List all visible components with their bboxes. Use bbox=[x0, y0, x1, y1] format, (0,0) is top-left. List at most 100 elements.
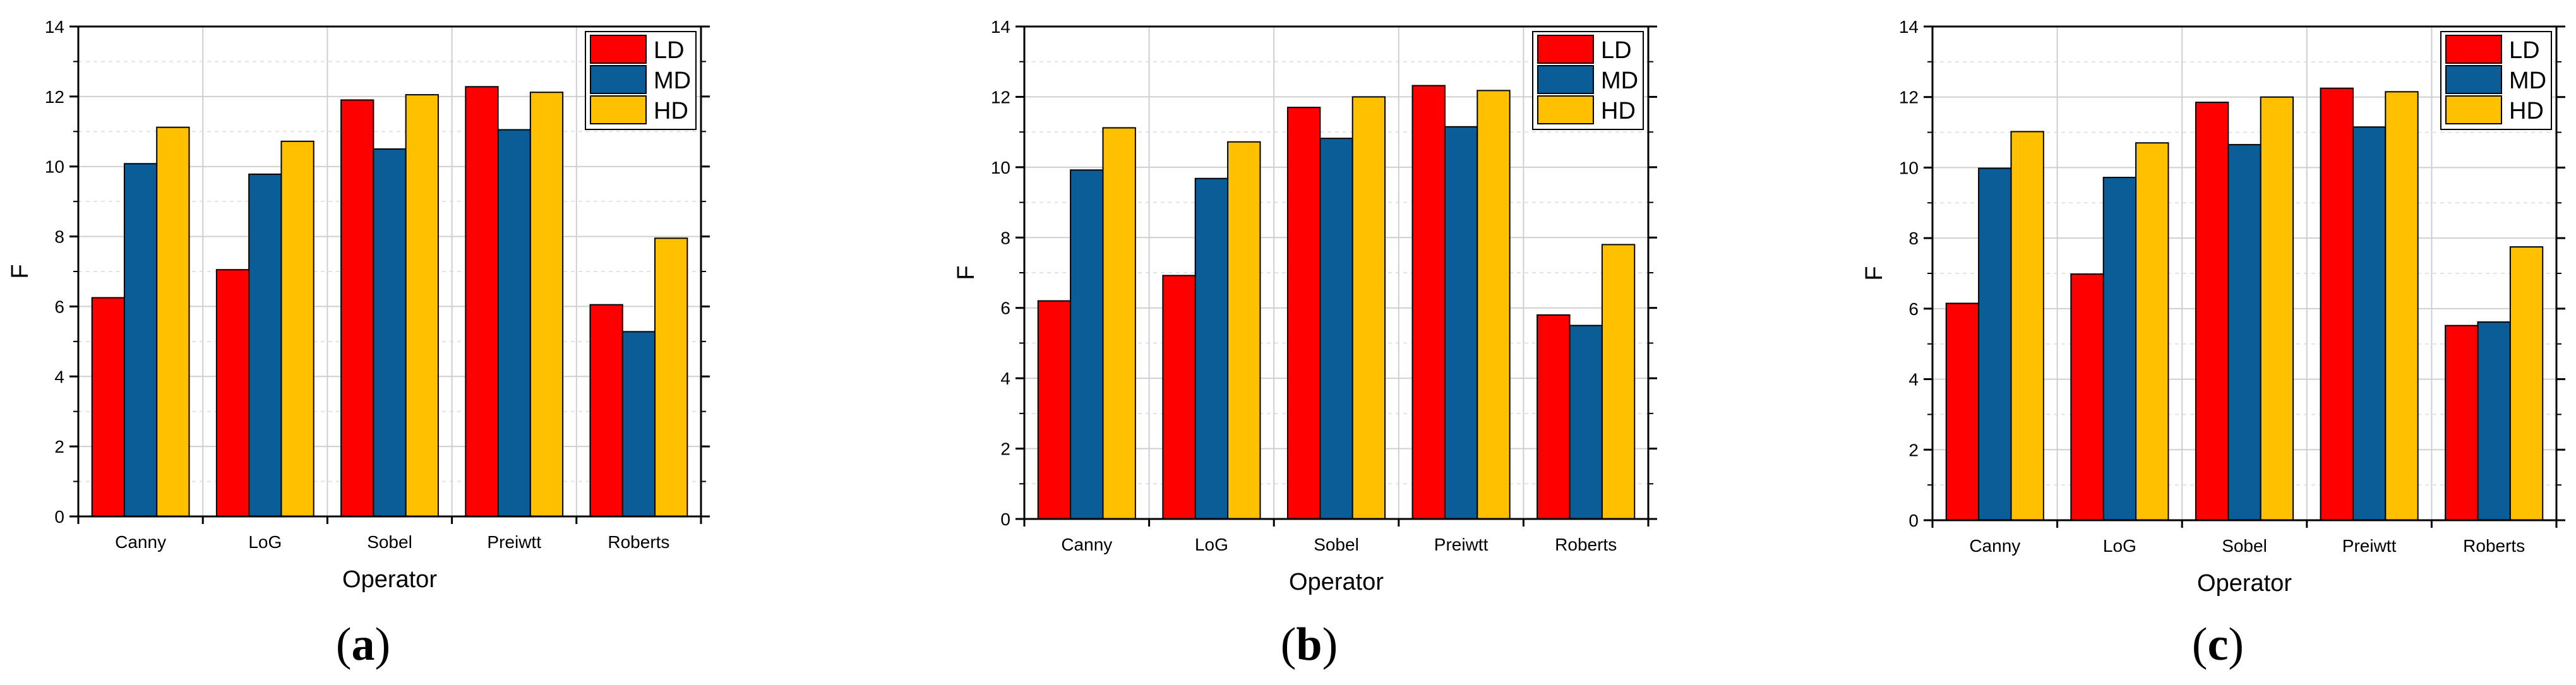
bar-HD-Canny bbox=[2010, 131, 2044, 521]
bar-MD-LoG bbox=[1194, 177, 1229, 520]
y-tick-label: 2 bbox=[1908, 440, 1919, 460]
bar-MD-Roberts bbox=[621, 331, 656, 518]
bar-HD-Sobel bbox=[1351, 96, 1386, 520]
bar-LD-Roberts bbox=[589, 304, 623, 517]
bar-HD-Canny bbox=[156, 126, 190, 518]
chart-panel-a: 0 2 4 6 8 10 12 14 Canny LoG Sobel Preiwtt Roberts Op… bbox=[7, 17, 710, 670]
panel-label-open: ( bbox=[1281, 619, 1297, 670]
legend-label-MD: MD bbox=[1601, 68, 1638, 94]
panel-label-open: ( bbox=[336, 619, 352, 670]
legend-label-LD: LD bbox=[654, 37, 685, 64]
x-tick-label: LoG bbox=[248, 532, 282, 552]
bar-HD-LoG bbox=[1227, 141, 1261, 520]
bar-MD-LoG bbox=[2102, 177, 2137, 521]
bar-MD-Preiwtt bbox=[1444, 126, 1478, 520]
bar-MD-LoG bbox=[248, 173, 282, 517]
bar-LD-Sobel bbox=[340, 99, 374, 517]
x-tick-label: Roberts bbox=[2463, 536, 2525, 556]
panel-label-letter: a bbox=[352, 619, 375, 670]
bar-LD-LoG bbox=[1162, 275, 1196, 520]
chart-panel-c: 0 2 4 6 8 10 12 14 Canny LoG Sobel Preiwtt Roberts Op… bbox=[1861, 17, 2565, 670]
bar-MD-Canny bbox=[123, 163, 158, 517]
bar-LD-Sobel bbox=[2195, 102, 2229, 521]
panel-label-letter: c bbox=[2208, 619, 2229, 670]
bar-LD-Preiwtt bbox=[1411, 85, 1446, 520]
x-tick-label: Roberts bbox=[608, 532, 669, 552]
x-tick-label: Roberts bbox=[1555, 535, 1617, 554]
legend-label-LD: LD bbox=[1601, 37, 1632, 64]
panel-label: (b) bbox=[1281, 619, 1338, 670]
bar-HD-Roberts bbox=[2509, 246, 2544, 521]
y-tick-label: 10 bbox=[1899, 158, 1919, 177]
y-tick-label: 0 bbox=[54, 507, 64, 527]
legend-label-HD: HD bbox=[1601, 98, 1636, 124]
bar-MD-Canny bbox=[1978, 167, 2012, 521]
legend-swatch-LD bbox=[2445, 35, 2502, 64]
bar-MD-Sobel bbox=[1319, 138, 1353, 520]
x-axis-title: Operator bbox=[342, 566, 437, 593]
x-tick-label: LoG bbox=[1195, 535, 1228, 554]
panel-label-open: ( bbox=[2192, 619, 2208, 670]
bar-MD-Sobel bbox=[373, 148, 407, 517]
y-axis-title: F bbox=[953, 265, 979, 280]
x-tick-label: Sobel bbox=[2222, 536, 2267, 556]
bar-HD-Canny bbox=[1102, 127, 1136, 520]
bar-MD-Roberts bbox=[2477, 321, 2511, 521]
x-tick-label: Preiwtt bbox=[2342, 536, 2397, 556]
legend-swatch-MD bbox=[2445, 65, 2502, 94]
legend-label-MD: MD bbox=[654, 68, 691, 94]
bar-MD-Preiwtt bbox=[497, 129, 531, 517]
y-tick-label: 0 bbox=[1908, 511, 1919, 530]
bar-MD-Sobel bbox=[2227, 144, 2261, 521]
x-tick-label: Sobel bbox=[1314, 535, 1359, 554]
legend-swatch-LD bbox=[1537, 35, 1594, 64]
y-tick-label: 10 bbox=[991, 158, 1010, 177]
bar-LD-Canny bbox=[91, 297, 125, 517]
y-tick-label: 8 bbox=[1908, 229, 1919, 248]
bar-HD-Roberts bbox=[1601, 244, 1636, 520]
legend-label-LD: LD bbox=[2509, 37, 2540, 64]
bar-LD-Preiwtt bbox=[465, 86, 499, 517]
x-tick-label: Sobel bbox=[367, 532, 412, 552]
x-tick-label: LoG bbox=[2103, 536, 2136, 556]
bar-LD-Canny bbox=[1037, 300, 1072, 520]
y-tick-label: 8 bbox=[54, 227, 64, 247]
y-tick-label: 6 bbox=[1000, 299, 1010, 318]
legend-swatch-MD bbox=[590, 65, 647, 94]
y-tick-label: 2 bbox=[1000, 439, 1010, 459]
bar-LD-LoG bbox=[2070, 273, 2104, 521]
legend-swatch-LD bbox=[590, 35, 647, 64]
x-tick-label: Preiwtt bbox=[487, 532, 541, 552]
panel-label-close: ) bbox=[2228, 619, 2244, 670]
bar-LD-LoG bbox=[215, 269, 250, 517]
y-tick-label: 4 bbox=[54, 367, 64, 386]
legend: LD MD HD bbox=[585, 31, 697, 130]
panel-label-letter: b bbox=[1296, 619, 1322, 670]
bar-HD-Sobel bbox=[2260, 96, 2294, 521]
y-tick-label: 12 bbox=[45, 87, 64, 107]
bar-HD-Sobel bbox=[405, 94, 439, 518]
legend: LD MD HD bbox=[1532, 31, 1644, 130]
legend-swatch-HD bbox=[1537, 95, 1594, 124]
bar-HD-Preiwtt bbox=[2385, 91, 2419, 521]
y-tick-label: 6 bbox=[54, 297, 64, 316]
bar-MD-Preiwtt bbox=[2352, 126, 2387, 521]
panel-label: (c) bbox=[2192, 619, 2244, 670]
bar-HD-LoG bbox=[2135, 142, 2169, 521]
legend: LD MD HD bbox=[2440, 31, 2552, 130]
y-tick-label: 0 bbox=[1000, 509, 1010, 529]
x-tick-label: Canny bbox=[1061, 535, 1112, 554]
y-axis-title: F bbox=[7, 264, 33, 278]
y-tick-label: 4 bbox=[1000, 369, 1010, 388]
y-tick-label: 14 bbox=[1899, 17, 1919, 37]
bar-MD-Roberts bbox=[1569, 325, 1603, 520]
y-tick-label: 2 bbox=[54, 437, 64, 456]
y-tick-label: 12 bbox=[1899, 88, 1919, 107]
bar-HD-LoG bbox=[280, 140, 315, 517]
y-tick-label: 14 bbox=[991, 17, 1010, 37]
legend-swatch-HD bbox=[590, 95, 647, 124]
x-tick-label: Canny bbox=[115, 532, 166, 552]
legend-label-MD: MD bbox=[2509, 68, 2546, 94]
y-tick-label: 6 bbox=[1908, 299, 1919, 319]
